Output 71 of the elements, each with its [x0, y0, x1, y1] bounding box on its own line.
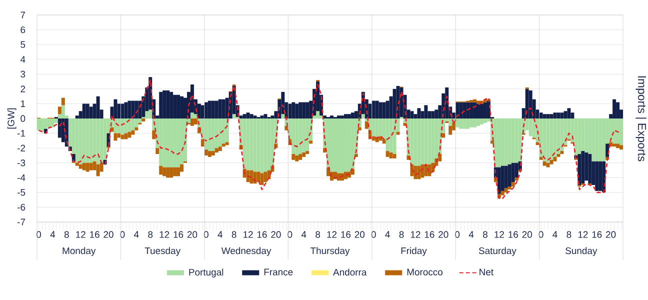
- x-tick-label: 4: [301, 231, 306, 238]
- text: Monday: [62, 247, 96, 256]
- x-tick-label: 4: [552, 231, 558, 238]
- x-tick-label: 8: [483, 231, 488, 238]
- y-tick-label: 6: [20, 26, 26, 34]
- x-tick-label: 8: [148, 231, 153, 238]
- y-tick-label: -1: [18, 130, 26, 137]
- x-tick-label: 20: [522, 231, 532, 238]
- x-tick-label: 4: [385, 231, 390, 238]
- x-tick-label: 16: [174, 231, 184, 238]
- y-axis-title: [GW]: [7, 108, 16, 129]
- y-tick-label: 1: [20, 100, 26, 107]
- x-tick-label: 8: [64, 231, 69, 238]
- y-tick-label: -7: [18, 218, 26, 226]
- x-tick-label: 12: [578, 231, 588, 238]
- x-tick-label: 20: [104, 231, 114, 238]
- text: Imports | Exports: [636, 76, 646, 162]
- x-tick-label: 16: [257, 231, 267, 238]
- legend-label: Morocco: [407, 268, 442, 276]
- x-tick-label: 8: [399, 231, 404, 238]
- x-tick-label: 0: [120, 231, 125, 238]
- x-tick-label: 20: [438, 231, 448, 238]
- text: Thursday: [310, 247, 350, 256]
- y-tick-label: -3: [18, 160, 26, 166]
- x-tick-label: 20: [187, 231, 198, 238]
- x-tick-label: 8: [566, 231, 572, 238]
- x-tick-label: 12: [243, 231, 253, 238]
- x-tick-label: 12: [160, 231, 170, 238]
- y-tick-label: -6: [18, 204, 26, 211]
- legend-label: France: [264, 268, 293, 276]
- x-tick-label: 4: [50, 231, 56, 238]
- legend-label: Portugal: [189, 268, 224, 278]
- x-tick-label: 16: [424, 231, 434, 238]
- text: Sunday: [566, 247, 598, 256]
- x-tick-label: 4: [468, 231, 474, 238]
- x-tick-label: 0: [538, 231, 544, 238]
- x-tick-label: 8: [316, 231, 320, 238]
- y-tick-label: 7: [20, 12, 26, 18]
- x-tick-label: 20: [271, 231, 281, 238]
- y-tick-label: 5: [20, 41, 26, 48]
- y-tick-label: 4: [20, 56, 26, 63]
- x-tick-label: 12: [494, 231, 504, 238]
- x-tick-label: 12: [76, 231, 86, 238]
- x-tick-label: 20: [354, 231, 365, 238]
- text: Wednesday: [221, 247, 272, 256]
- x-tick-label: 0: [204, 231, 208, 238]
- text: Friday: [401, 247, 427, 256]
- y-tick-label: 2: [20, 86, 26, 92]
- x-tick-label: 16: [90, 231, 100, 238]
- text: Tuesday: [144, 247, 181, 256]
- x-tick-label: 4: [218, 231, 222, 238]
- y-tick-label: -4: [18, 174, 26, 181]
- x-tick-label: 12: [410, 231, 420, 238]
- x-tick-label: 0: [371, 231, 376, 238]
- x-tick-label: 0: [36, 231, 42, 238]
- x-tick-label: 4: [134, 231, 139, 238]
- x-tick-label: 12: [327, 231, 337, 238]
- legend-label: Net: [480, 268, 494, 276]
- y-tick-label: -5: [18, 189, 26, 196]
- x-tick-label: 8: [232, 231, 236, 238]
- x-tick-label: 16: [508, 231, 518, 238]
- x-tick-label: 16: [341, 231, 351, 238]
- x-tick-label: 0: [288, 231, 292, 238]
- x-tick-label: 0: [455, 231, 460, 238]
- y-tick-label: -2: [18, 144, 26, 152]
- x-tick-label: 20: [606, 231, 616, 238]
- text: Saturday: [478, 247, 516, 256]
- y-tick-label: 3: [20, 70, 26, 78]
- legend-label: Andorra: [333, 268, 367, 276]
- y-tick-label: 0: [20, 115, 26, 122]
- x-tick-label: 16: [592, 231, 602, 238]
